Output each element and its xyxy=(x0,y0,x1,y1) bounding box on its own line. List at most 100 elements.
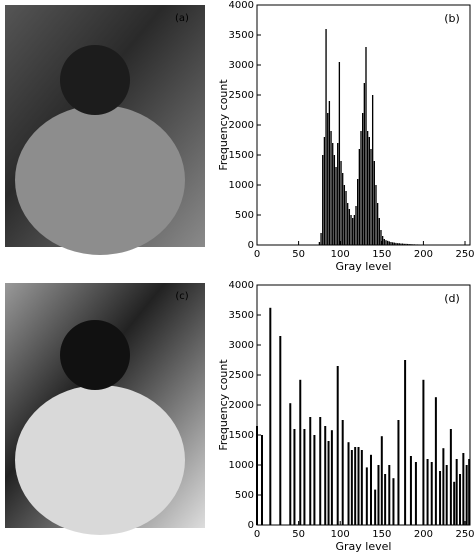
bar xyxy=(343,185,346,245)
bar xyxy=(385,240,387,245)
x-tick-label: 100 xyxy=(331,529,350,540)
bar xyxy=(404,360,407,525)
bar xyxy=(395,242,397,245)
bar xyxy=(320,233,322,245)
bar xyxy=(360,131,362,245)
bar xyxy=(380,436,383,525)
bar xyxy=(414,462,417,525)
bar xyxy=(335,167,337,245)
bar xyxy=(391,242,394,245)
x-tick-label: 50 xyxy=(292,529,305,540)
bar xyxy=(381,236,384,245)
bar xyxy=(377,465,380,525)
bar xyxy=(462,453,465,525)
y-tick-label: 1000 xyxy=(229,460,254,471)
y-tick-label: 0 xyxy=(248,240,254,251)
x-axis-label: Gray level xyxy=(336,540,392,553)
panel-label: (a) xyxy=(175,13,189,24)
bar xyxy=(468,459,471,525)
bar xyxy=(330,430,333,525)
x-tick-label: 250 xyxy=(455,249,474,260)
y-tick-label: 500 xyxy=(235,490,254,501)
bar xyxy=(398,243,400,245)
bar xyxy=(330,131,332,245)
bar xyxy=(380,230,382,245)
bar xyxy=(376,203,379,245)
bar xyxy=(373,161,375,245)
bar xyxy=(384,474,387,525)
panel-label: (b) xyxy=(444,12,460,25)
bar xyxy=(350,450,353,525)
bar xyxy=(400,243,402,245)
x-tick-label: 0 xyxy=(254,249,260,260)
bar xyxy=(289,403,292,525)
bar xyxy=(363,83,365,245)
bar xyxy=(371,95,374,245)
bar xyxy=(299,379,302,525)
chart: 0 500 1000 1500 2000 2500 3000 3500 4000 0 50 100 15… xyxy=(217,280,474,553)
bar xyxy=(368,137,370,245)
bar xyxy=(434,397,437,525)
bar xyxy=(340,161,342,245)
bar xyxy=(422,379,425,525)
bar xyxy=(358,149,361,245)
photo: (c) xyxy=(5,283,205,535)
bar xyxy=(327,441,330,525)
bar xyxy=(401,243,404,245)
bar xyxy=(353,215,356,245)
bar xyxy=(341,420,344,525)
x-tick-label: 250 xyxy=(455,529,474,540)
x-tick-label: 150 xyxy=(372,249,391,260)
y-tick-label: 3000 xyxy=(229,60,254,71)
bar xyxy=(357,447,360,525)
bar xyxy=(426,459,429,525)
y-tick-label: 4000 xyxy=(229,280,254,291)
panel-label: (d) xyxy=(444,292,460,305)
bar xyxy=(370,149,372,245)
bar xyxy=(366,131,369,245)
bar xyxy=(319,417,322,525)
bar xyxy=(260,435,263,525)
bar xyxy=(449,429,452,525)
bar xyxy=(459,474,462,525)
plot-frame xyxy=(256,284,471,526)
bar xyxy=(303,429,306,525)
bar xyxy=(318,242,321,245)
bar xyxy=(347,203,349,245)
y-tick-label: 3000 xyxy=(229,340,254,351)
bar xyxy=(430,462,433,525)
bar xyxy=(325,29,327,245)
bar xyxy=(323,137,326,245)
x-tick-label: 0 xyxy=(254,529,260,540)
x-tick-label: 200 xyxy=(414,529,433,540)
x-tick-label: 100 xyxy=(331,249,350,260)
bar xyxy=(309,417,312,525)
bar xyxy=(313,435,316,525)
y-tick-label: 1500 xyxy=(229,430,254,441)
bar xyxy=(390,242,392,245)
bar xyxy=(393,242,395,245)
y-axis-label: Frequency count xyxy=(217,79,230,171)
bar xyxy=(293,429,296,525)
bar xyxy=(365,47,367,245)
bar xyxy=(409,456,412,525)
bar xyxy=(338,62,341,245)
y-tick-label: 4000 xyxy=(229,0,254,11)
photo: (a) xyxy=(5,5,205,255)
y-tick-label: 1000 xyxy=(229,180,254,191)
bar xyxy=(332,143,334,245)
y-tick-label: 1500 xyxy=(229,150,254,161)
bar xyxy=(442,448,445,525)
bar xyxy=(445,465,448,525)
bar xyxy=(369,454,372,525)
bar xyxy=(383,239,385,245)
chart: 0 500 1000 1500 2000 2500 3000 3500 4000 0 50 100 15… xyxy=(217,0,474,273)
y-tick-label: 3500 xyxy=(229,310,254,321)
bar xyxy=(360,450,363,525)
bar xyxy=(388,241,390,245)
bar xyxy=(279,336,282,525)
bar xyxy=(397,420,400,525)
bar xyxy=(355,206,357,245)
bar xyxy=(327,113,329,245)
